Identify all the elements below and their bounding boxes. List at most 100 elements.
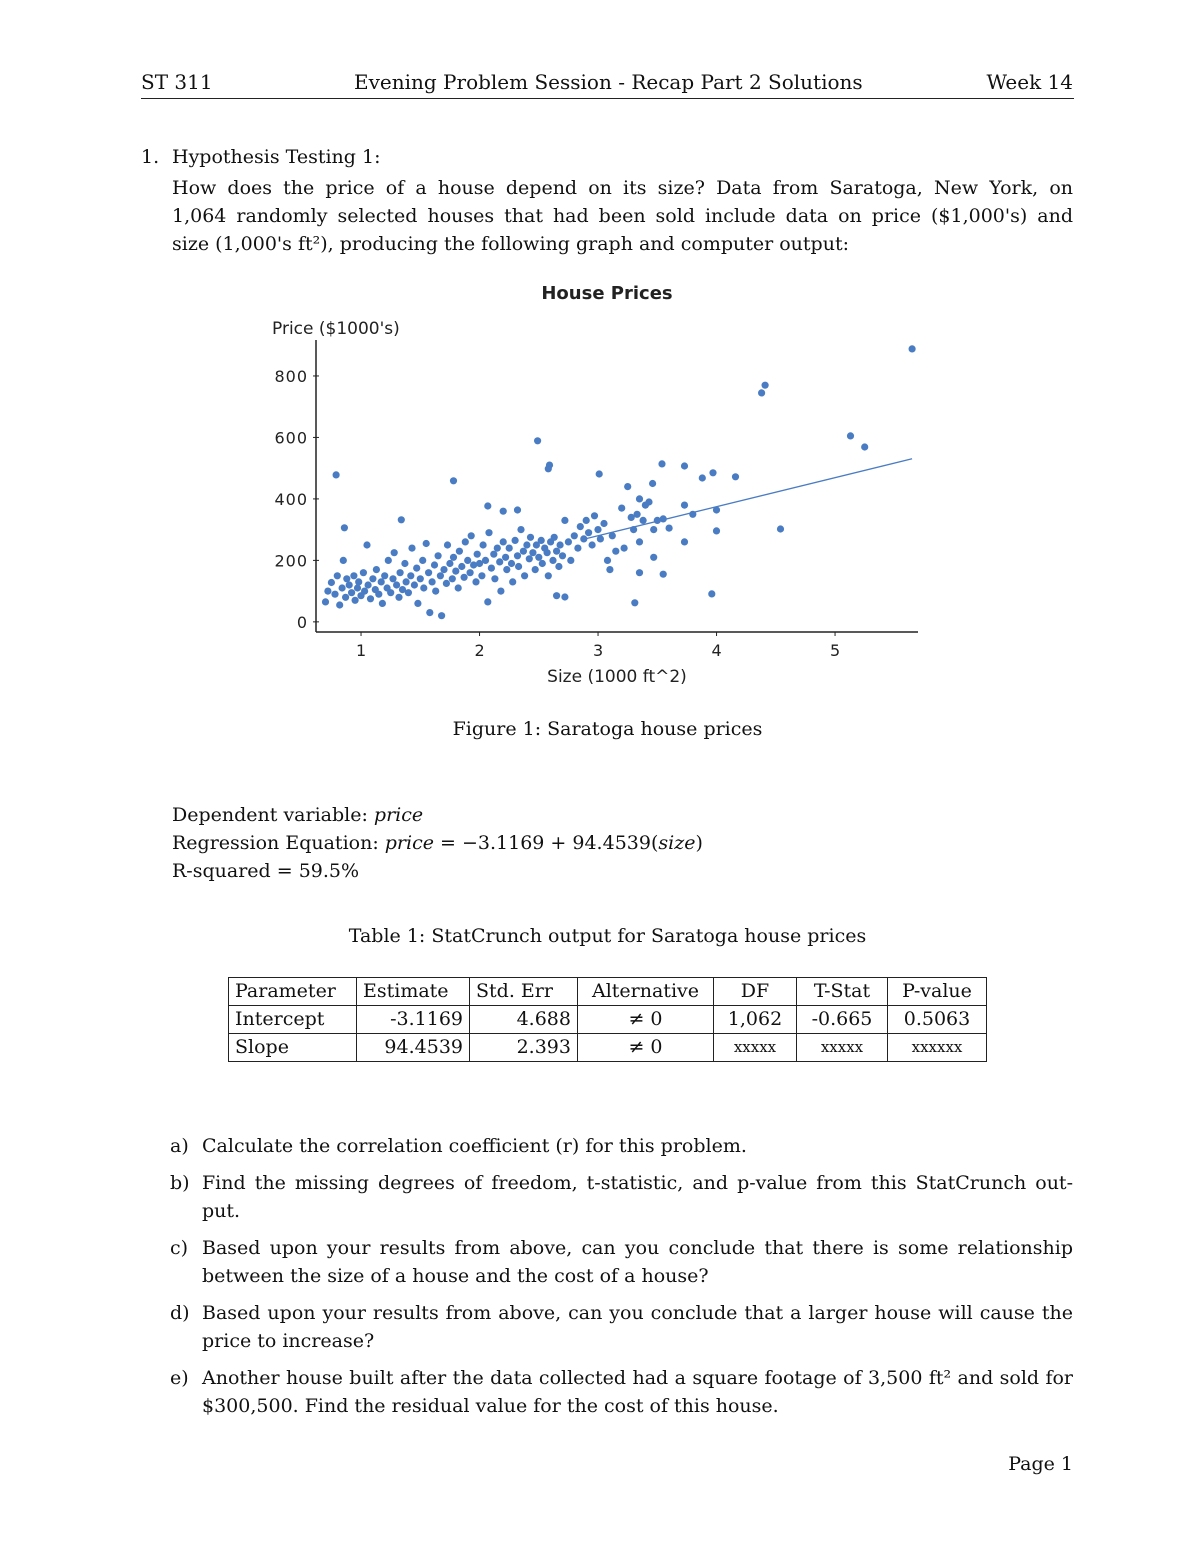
- data-point: [526, 533, 535, 541]
- question-label: e): [170, 1367, 189, 1389]
- data-point: [332, 471, 340, 479]
- data-point: [515, 562, 523, 571]
- x-tick-label: 3: [593, 641, 603, 660]
- data-point: [665, 524, 673, 532]
- data-point: [436, 572, 444, 580]
- data-point: [564, 538, 572, 546]
- data-point: [594, 526, 602, 534]
- cell-std-err: 2.393: [469, 1033, 578, 1062]
- data-point: [420, 584, 428, 592]
- data-point: [339, 556, 347, 564]
- data-point: [402, 578, 410, 586]
- week-label: Week 14: [986, 70, 1073, 94]
- question-text: Another house built after the data colle…: [202, 1367, 1073, 1417]
- data-point: [338, 584, 346, 592]
- data-point: [440, 566, 448, 574]
- data-point: [502, 553, 510, 561]
- question-label: c): [170, 1237, 189, 1259]
- data-point: [466, 569, 474, 577]
- data-point: [650, 553, 658, 561]
- question-label: b): [170, 1172, 190, 1194]
- data-point: [343, 575, 351, 583]
- data-point: [499, 507, 507, 515]
- data-point: [384, 556, 392, 564]
- table-row: Slope 94.4539 2.393 ≠ 0 xxxxx xxxxx xxxx…: [228, 1033, 987, 1062]
- data-point: [351, 596, 359, 604]
- data-point: [606, 566, 614, 574]
- data-point: [659, 570, 667, 578]
- data-point: [490, 550, 498, 558]
- data-point: [698, 474, 706, 482]
- dependent-variable-label: Dependent variable:: [172, 804, 374, 826]
- data-point: [523, 541, 531, 549]
- data-point: [395, 593, 403, 601]
- question-label: a): [170, 1135, 189, 1157]
- data-point: [680, 538, 689, 546]
- cell-std-err: 4.688: [469, 1005, 578, 1034]
- statcrunch-table: Parameter Estimate Std. Err Alternative …: [228, 977, 987, 1062]
- data-point: [561, 516, 569, 524]
- question-text: Based upon your results from above, can …: [202, 1237, 1073, 1287]
- data-point: [422, 539, 430, 548]
- data-point: [470, 561, 478, 569]
- data-point: [582, 516, 590, 524]
- data-point: [570, 532, 578, 540]
- problem-number: 1.: [141, 146, 160, 168]
- data-point: [366, 595, 375, 603]
- page-number: Page 1: [1008, 1453, 1073, 1475]
- data-point: [635, 569, 644, 577]
- data-point: [481, 556, 490, 564]
- question-text: Based upon your results from above, can …: [202, 1302, 1073, 1352]
- data-point: [513, 552, 522, 560]
- cell-alternative: ≠ 0: [577, 1033, 714, 1062]
- data-point: [378, 599, 386, 607]
- data-point: [618, 504, 626, 512]
- x-tick-label: 1: [356, 641, 366, 660]
- equation-close: ): [695, 832, 703, 854]
- data-point: [497, 587, 505, 595]
- dependent-variable-value: price: [373, 804, 424, 826]
- data-point: [396, 569, 404, 577]
- data-point: [635, 538, 644, 546]
- cell-parameter: Slope: [228, 1033, 357, 1062]
- data-point: [908, 345, 916, 353]
- y-tick-label: 200: [274, 551, 308, 570]
- data-point: [532, 541, 540, 549]
- equation-lhs: price: [384, 832, 434, 854]
- data-point: [503, 566, 511, 574]
- data-point: [475, 559, 484, 568]
- data-point: [340, 524, 348, 532]
- cell-estimate: -3.1169: [356, 1005, 470, 1034]
- regression-equation: Regression Equation: price = −3.1169 + 9…: [172, 832, 703, 854]
- data-point: [680, 462, 689, 470]
- data-point: [485, 529, 493, 537]
- data-point: [333, 572, 341, 580]
- data-point: [525, 555, 533, 563]
- data-point: [549, 556, 557, 564]
- data-point: [336, 601, 344, 609]
- y-tick-label: 400: [274, 490, 308, 509]
- data-point: [708, 590, 716, 598]
- data-point: [413, 564, 421, 572]
- data-point: [416, 575, 424, 583]
- cell-df: xxxxx: [713, 1033, 797, 1062]
- data-point: [658, 460, 666, 468]
- data-point: [442, 579, 450, 587]
- equation-variable: size: [658, 832, 696, 854]
- data-point: [535, 553, 543, 561]
- data-point: [580, 535, 588, 543]
- equation-label: Regression Equation:: [172, 832, 385, 854]
- data-point: [758, 389, 766, 397]
- data-point: [544, 465, 552, 473]
- data-point: [507, 559, 516, 568]
- data-point: [353, 584, 362, 592]
- table-row: Intercept -3.1169 4.688 ≠ 0 1,062 -0.665…: [228, 1005, 987, 1034]
- data-point: [543, 549, 551, 557]
- data-point: [531, 566, 539, 574]
- cell-t-stat: xxxxx: [796, 1033, 888, 1062]
- x-tick-label: 4: [711, 641, 721, 660]
- data-point: [430, 561, 439, 569]
- data-point: [342, 593, 350, 601]
- data-point: [381, 572, 389, 580]
- table-caption: Table 1: StatCrunch output for Saratoga …: [348, 925, 867, 947]
